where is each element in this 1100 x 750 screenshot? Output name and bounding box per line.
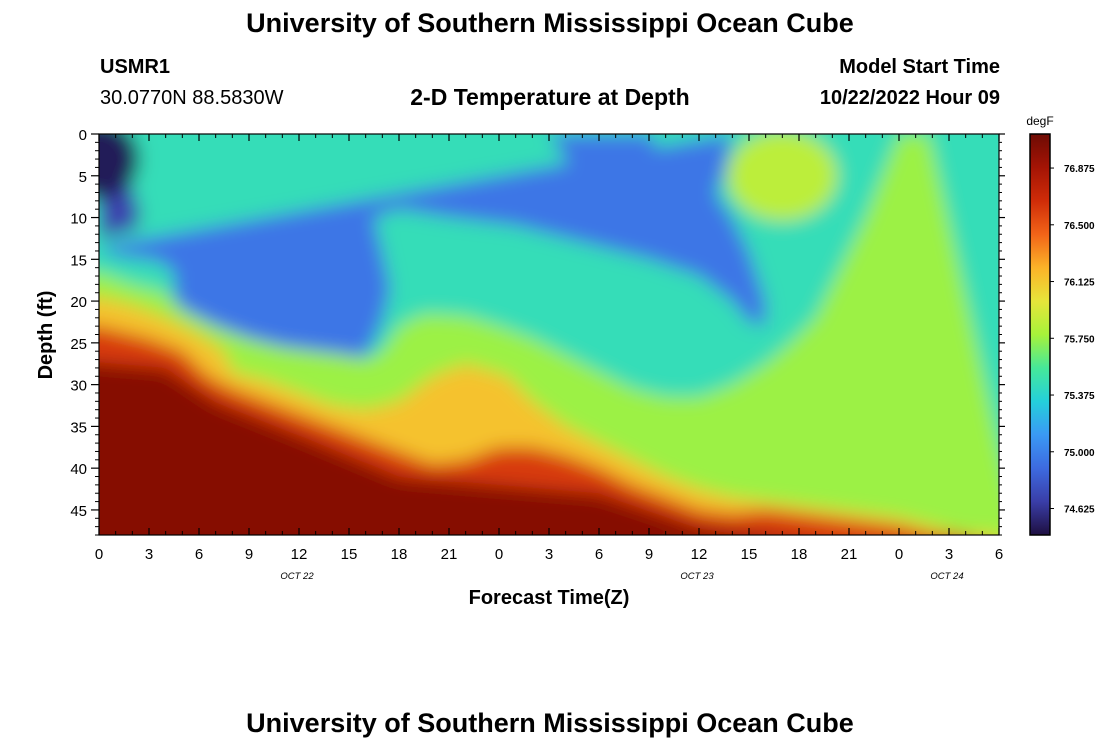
y-tick-label: 30 <box>70 378 87 395</box>
x-tick-label: 0 <box>895 546 903 563</box>
x-tick-label: 3 <box>145 546 153 563</box>
x-tick-label: 6 <box>995 546 1003 563</box>
x-tick-label: 9 <box>645 546 653 563</box>
x-tick-label: 12 <box>291 546 308 563</box>
y-tick-label: 15 <box>70 252 87 269</box>
x-tick-label: 9 <box>245 546 253 563</box>
colorbar-unit-label: degF <box>1026 114 1053 128</box>
x-tick-label: 18 <box>391 546 408 563</box>
y-tick-label: 45 <box>70 503 87 520</box>
colorbar-tick-label: 76.500 <box>1064 221 1095 232</box>
isotherm-region <box>727 134 838 221</box>
x-date-label: OCT 24 <box>930 571 963 582</box>
isotherm-region <box>549 134 658 231</box>
x-date-label: OCT 22 <box>280 571 314 582</box>
x-tick-label: 3 <box>545 546 553 563</box>
x-date-label: OCT 23 <box>680 571 714 582</box>
y-axis-label: Depth (ft) <box>35 291 57 380</box>
y-tick-label: 10 <box>70 211 87 228</box>
y-tick-label: 20 <box>70 294 87 311</box>
colorbar-tick-label: 75.375 <box>1064 391 1095 402</box>
y-tick-label: 25 <box>70 336 87 353</box>
y-tick-label: 0 <box>79 127 87 144</box>
y-tick-label: 40 <box>70 461 87 478</box>
x-tick-label: 18 <box>791 546 808 563</box>
model-start-value: 10/22/2022 Hour 09 <box>819 87 1000 109</box>
x-axis-label: Forecast Time(Z) <box>469 587 630 609</box>
x-tick-label: 21 <box>441 546 458 563</box>
x-tick-label: 6 <box>195 546 203 563</box>
isotherm-region <box>99 134 139 200</box>
heatmap-field <box>99 134 999 535</box>
colorbar <box>1029 133 1051 536</box>
x-tick-label: 0 <box>495 546 503 563</box>
x-tick-label: 15 <box>741 546 758 563</box>
x-tick-label: 15 <box>341 546 358 563</box>
chart-subtitle: 2-D Temperature at Depth <box>410 84 690 110</box>
x-tick-label: 6 <box>595 546 603 563</box>
x-tick-label: 12 <box>691 546 708 563</box>
page-title: University of Southern Mississippi Ocean… <box>246 8 854 38</box>
footer-title: University of Southern Mississippi Ocean… <box>246 708 854 738</box>
colorbar-tick-label: 76.875 <box>1064 164 1095 175</box>
station-coordinates: 30.0770N 88.5830W <box>100 87 284 109</box>
isotherm-region <box>99 362 766 535</box>
model-start-label: Model Start Time <box>839 56 1000 78</box>
colorbar-tick-label: 75.000 <box>1064 448 1095 459</box>
colorbar-tick-label: 75.750 <box>1064 334 1095 345</box>
station-id: USMR1 <box>100 56 171 78</box>
colorbar-tick-label: 76.125 <box>1064 278 1095 289</box>
y-tick-label: 5 <box>79 169 87 186</box>
x-tick-label: 3 <box>945 546 953 563</box>
x-tick-label: 0 <box>95 546 103 563</box>
x-tick-label: 21 <box>841 546 858 563</box>
colorbar-tick-label: 74.625 <box>1064 505 1095 516</box>
y-tick-label: 35 <box>70 419 87 436</box>
